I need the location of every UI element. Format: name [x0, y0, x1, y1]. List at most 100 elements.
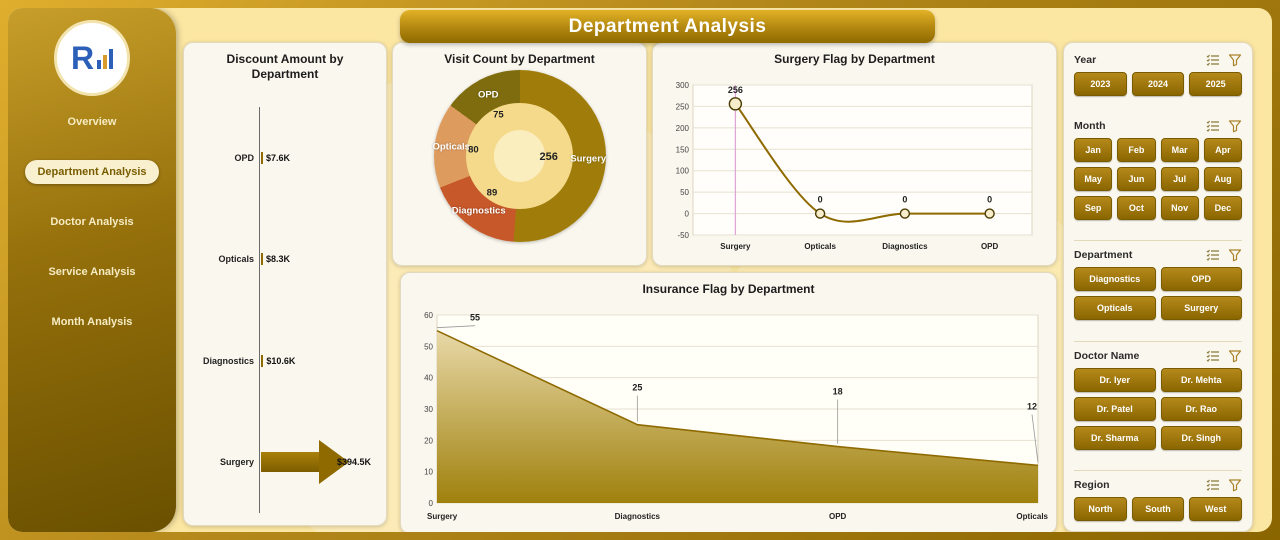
select-all-icon[interactable]: [1206, 349, 1220, 363]
filter-option-dr-mehta[interactable]: Dr. Mehta: [1160, 367, 1242, 392]
funnel-bar[interactable]: [261, 354, 264, 367]
logo-bar-chart-icon: [97, 47, 114, 69]
filter-icon[interactable]: [1228, 119, 1242, 133]
insurance-flag-panel: Insurance Flag by Department 0 10 20 30 40 50…: [400, 272, 1057, 532]
filter-section-icons: [1206, 53, 1242, 67]
filter-option-opd[interactable]: OPD: [1160, 267, 1242, 291]
visit-count-donut-chart: Surgery 256 Diagnostics 89 Opticals 80 OPD 75: [432, 70, 606, 242]
select-all-icon[interactable]: [1206, 119, 1220, 133]
filter-option-2024[interactable]: 2024: [1131, 72, 1185, 96]
filter-option-2025[interactable]: 2025: [1189, 72, 1242, 96]
y-axis-label: 50: [680, 188, 689, 197]
y-axis-label: 30: [424, 405, 433, 414]
filter-option-dr-patel[interactable]: Dr. Patel: [1074, 396, 1156, 421]
logo: R: [54, 20, 130, 96]
filter-section-year: Year 2023 2024 2025: [1074, 51, 1242, 98]
funnel-arrow-body: [261, 452, 319, 473]
x-axis-label: Diagnostics: [615, 512, 661, 521]
sidebar-item-month-analysis[interactable]: Month Analysis: [51, 316, 133, 328]
filter-section-title: Year: [1074, 54, 1097, 66]
filter-icon[interactable]: [1228, 349, 1242, 363]
filter-section-department: Department Diagnostics OPD Opticals Surgery: [1074, 240, 1242, 322]
data-point-marker[interactable]: [899, 208, 911, 219]
filter-section-icons: [1206, 349, 1242, 363]
donut-value-label: 75: [493, 109, 504, 121]
data-label: 55: [470, 313, 480, 323]
donut-value-label: 89: [486, 187, 498, 199]
filter-option-jan[interactable]: Jan: [1074, 137, 1113, 162]
filter-option-jun[interactable]: Jun: [1117, 166, 1156, 191]
select-all-icon[interactable]: [1206, 248, 1220, 262]
select-all-icon[interactable]: [1206, 53, 1220, 67]
filter-section-title: Department: [1074, 249, 1133, 261]
select-all-icon[interactable]: [1206, 478, 1220, 492]
funnel-row-surgery: Surgery $394.5K: [184, 440, 384, 485]
filter-section-header: Department: [1074, 248, 1242, 262]
chart-title: Surgery Flag by Department: [774, 52, 935, 66]
funnel-value-label: $8.3K: [266, 254, 291, 265]
filter-section-header: Region: [1074, 478, 1242, 492]
filter-option-mar[interactable]: Mar: [1160, 137, 1199, 162]
filter-option-south[interactable]: South: [1131, 497, 1185, 521]
sidebar-nav: Overview Department Analysis Doctor Analys…: [8, 110, 176, 334]
filter-icon[interactable]: [1228, 248, 1242, 262]
data-point-marker[interactable]: [728, 97, 743, 111]
y-axis-label: 300: [676, 81, 690, 90]
filter-option-west[interactable]: West: [1189, 497, 1242, 521]
plot-area: [692, 84, 1033, 236]
data-point-marker[interactable]: [984, 208, 995, 219]
donut-value-label: 256: [539, 151, 558, 164]
sidebar-item-doctor-analysis[interactable]: Doctor Analysis: [50, 216, 134, 228]
filter-option-2023[interactable]: 2023: [1074, 72, 1127, 96]
y-axis-label: -50: [677, 231, 689, 240]
dashboard: R Overview Department Analysis Doctor Anal…: [8, 8, 1272, 532]
filter-section-header: Month: [1074, 119, 1242, 133]
y-axis-label: 10: [424, 468, 433, 477]
surgery-flag-line-chart: -50 0 50 100 150 200 250 300 Surgery Opticals Diag…: [676, 81, 1033, 251]
sidebar-item-department-analysis[interactable]: Department Analysis: [25, 160, 159, 184]
filter-options-grid: North South West: [1074, 497, 1242, 521]
filter-option-surgery[interactable]: Surgery: [1160, 296, 1242, 320]
filter-option-feb[interactable]: Feb: [1117, 137, 1156, 162]
surgery-flag-panel: Surgery Flag by Department -50 0 50 100 150 2…: [652, 42, 1057, 266]
funnel-value-label: $10.6K: [266, 355, 296, 366]
filter-panel: Year 2023 2024 2025 Month Jan Feb Mar Apr May Jun J…: [1063, 42, 1253, 532]
filter-icon[interactable]: [1228, 478, 1242, 492]
filter-option-oct[interactable]: Oct: [1117, 195, 1156, 220]
data-label: 12: [1027, 401, 1037, 411]
filter-option-dr-singh[interactable]: Dr. Singh: [1160, 425, 1242, 450]
filter-icon[interactable]: [1228, 53, 1242, 67]
filter-section-doctor-name: Doctor Name Dr. Iyer Dr. Mehta Dr. Patel Dr.…: [1074, 340, 1242, 452]
filter-option-dr-iyer[interactable]: Dr. Iyer: [1074, 367, 1156, 392]
funnel-row-opd: OPD $7.6K: [184, 151, 384, 164]
filter-option-sep[interactable]: Sep: [1074, 195, 1113, 220]
x-axis-label: Diagnostics: [882, 242, 928, 251]
filter-option-opticals[interactable]: Opticals: [1074, 296, 1156, 320]
filter-option-dr-sharma[interactable]: Dr. Sharma: [1074, 425, 1156, 450]
filter-section-month: Month Jan Feb Mar Apr May Jun Jul Aug Sep Oct Nov De…: [1074, 117, 1242, 222]
donut-segment-label-opd: OPD: [477, 89, 499, 101]
sidebar-item-overview[interactable]: Overview: [67, 116, 117, 128]
y-axis-label: 60: [424, 311, 433, 320]
funnel-arrow-head: [319, 440, 349, 485]
filter-section-icons: [1206, 478, 1242, 492]
filter-option-aug[interactable]: Aug: [1203, 166, 1242, 191]
filter-option-diagnostics[interactable]: Diagnostics: [1074, 267, 1156, 291]
filter-section-header: Doctor Name: [1074, 349, 1242, 363]
funnel-axis-line: [259, 107, 260, 513]
y-axis-label: 40: [424, 374, 433, 383]
filter-option-nov[interactable]: Nov: [1160, 195, 1199, 220]
funnel-bar[interactable]: [261, 151, 263, 164]
data-point-marker[interactable]: [814, 208, 826, 219]
title-bar: Department Analysis: [400, 10, 935, 43]
sidebar-item-service-analysis[interactable]: Service Analysis: [48, 266, 136, 278]
donut-value-label: 80: [468, 144, 479, 156]
filter-option-may[interactable]: May: [1074, 166, 1113, 191]
filter-option-north[interactable]: North: [1074, 497, 1127, 521]
filter-option-jul[interactable]: Jul: [1160, 166, 1199, 191]
filter-option-dec[interactable]: Dec: [1203, 195, 1242, 220]
filter-option-dr-rao[interactable]: Dr. Rao: [1160, 396, 1242, 421]
funnel-bar[interactable]: [261, 253, 263, 266]
filter-option-apr[interactable]: Apr: [1203, 137, 1242, 162]
funnel-arrow[interactable]: [261, 440, 349, 485]
